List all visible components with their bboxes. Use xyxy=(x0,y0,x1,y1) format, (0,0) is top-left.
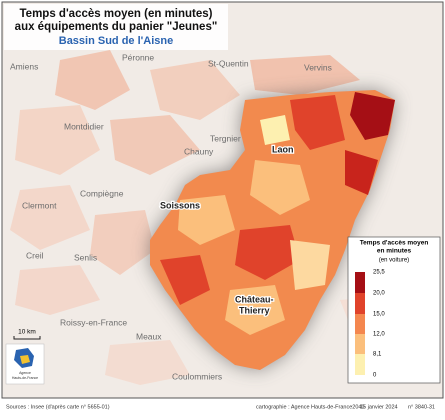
legend-tick: 25,5 xyxy=(373,270,385,276)
date: 15 janvier 2024 xyxy=(360,404,398,410)
city-label: Laon xyxy=(272,144,294,154)
legend-tick: 12,0 xyxy=(373,332,385,338)
city-label: Compiègne xyxy=(80,188,124,198)
city-label: Chauny xyxy=(184,146,214,156)
legend-tick: 20,0 xyxy=(373,291,385,297)
city-label: Péronne xyxy=(122,52,154,62)
city-label: Tergnier xyxy=(210,133,241,143)
legend-swatch xyxy=(355,314,365,334)
legend-note: (en voiture) xyxy=(379,258,409,264)
logo-text: Agence xyxy=(19,371,31,375)
city-label: Creil xyxy=(26,250,44,260)
city-label: Meaux xyxy=(136,331,162,341)
legend: Temps d'accès moyen en minutes (en voitu… xyxy=(347,236,441,384)
city-label: Thierry xyxy=(239,305,270,315)
city-label: Roissy-en-France xyxy=(60,317,127,327)
title: aux équipements du panier "Jeunes" xyxy=(15,21,218,33)
legend-swatch xyxy=(355,293,365,314)
legend-swatch xyxy=(355,272,365,293)
subtitle: Bassin Sud de l'Aisne xyxy=(59,35,173,47)
city-label: Montdidier xyxy=(64,121,104,131)
city-label: Amiens xyxy=(10,61,38,71)
map-number: n° 3840-31 xyxy=(408,404,435,410)
legend-swatch xyxy=(355,334,365,354)
city-label: Coulommiers xyxy=(172,371,222,381)
title: Temps d'accès moyen (en minutes) xyxy=(20,8,213,20)
legend-title: Temps d'accès moyen xyxy=(360,240,429,247)
logo: Agence Hauts-de-France xyxy=(5,343,45,385)
city-labels: Amiens Péronne St-Quentin Vervins Montdi… xyxy=(10,52,332,381)
city-label: Senlis xyxy=(74,252,97,262)
city-label: Vervins xyxy=(304,62,332,72)
region-patches xyxy=(160,92,395,335)
city-label: Clermont xyxy=(22,200,57,210)
city-label: St-Quentin xyxy=(208,58,249,68)
sources: Sources : Insee (d'après carte n° 5655-0… xyxy=(6,404,110,410)
logo-text: Hauts-de-France xyxy=(12,376,38,380)
city-label: Château- xyxy=(235,294,274,304)
legend-tick: 15,0 xyxy=(373,312,385,318)
logo-shape xyxy=(20,355,30,364)
city-label: Soissons xyxy=(160,200,200,210)
legend-tick: 0 xyxy=(373,373,377,379)
legend-swatch xyxy=(355,354,365,375)
credits: cartographie : Agence Hauts-de-France204… xyxy=(256,404,365,410)
legend-title: en minutes xyxy=(377,248,412,255)
scale-bar: 10 km xyxy=(13,329,41,340)
scale-label: 10 km xyxy=(18,329,36,336)
title-box xyxy=(4,4,228,50)
legend-tick: 8,1 xyxy=(373,352,382,358)
scale-line xyxy=(13,336,41,340)
